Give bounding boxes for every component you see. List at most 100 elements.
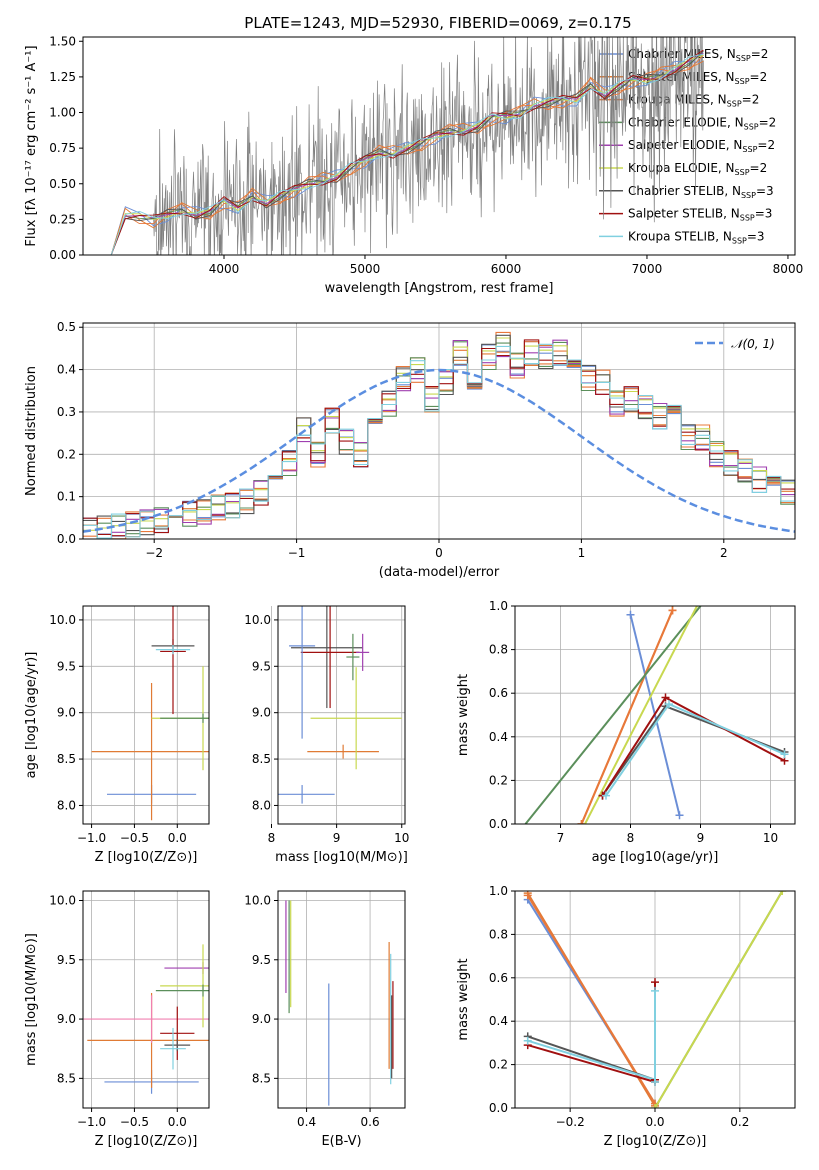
x-tick-label: −1.0 [77, 1115, 106, 1129]
legend-entry: Salpeter ELODIE, NSSP=2 [628, 138, 775, 154]
y-tick-label: 10.0 [49, 893, 76, 907]
y-tick-label: 0.6 [489, 971, 508, 985]
x-tick-label: 7000 [632, 262, 663, 276]
x-axis-label: age [log10(age/yr)] [592, 850, 719, 865]
legend-subscript: SSP [742, 145, 757, 154]
legend-subscript: SSP [744, 122, 759, 131]
y-axis-label: age [log10(age/yr)] [24, 652, 39, 779]
x-tick-label: 1 [578, 546, 586, 560]
legend-entry: Kroupa ELODIE, NSSP=2 [628, 161, 767, 177]
legend-tail: =2 [750, 70, 768, 84]
mass_vs_Z-axes: −1.0 −0.5 0.0 8.5 9.0 9.5 10.0 Z [log10(Z/Z⊙)] m… [24, 891, 209, 1149]
y-tick-label: 9.5 [57, 953, 76, 967]
y-tick-label: 1.0 [489, 599, 508, 613]
y-tick-label: 9.0 [252, 1012, 271, 1026]
plus-marker [577, 820, 586, 824]
y-tick-label: 10.0 [49, 613, 76, 627]
y-tick-label: 0.2 [489, 1058, 508, 1072]
legend-entry: Chabrier ELODIE, NSSP=2 [628, 115, 776, 131]
legend-tail: =2 [750, 161, 768, 175]
legend-text: Salpeter STELIB, N [628, 207, 740, 221]
legend-subscript: SSP [735, 168, 750, 177]
y-tick-label: 0.3 [57, 405, 76, 419]
y-tick-label: 0.0 [489, 1101, 508, 1115]
plus-marker [523, 891, 532, 900]
y-tick-label: 0.0 [489, 817, 508, 831]
weight_vs_Z-frame [514, 890, 796, 1109]
y-tick-label: 0.8 [489, 927, 508, 941]
legend-tail: =2 [742, 93, 760, 107]
mass_vs_ebv-points [285, 900, 394, 1106]
legend-subscript: SSP [740, 214, 755, 223]
y-tick-label: 9.0 [57, 706, 76, 720]
weight-line-chabrier-elodie [524, 606, 702, 824]
plus-marker [602, 791, 610, 800]
x-axis-label: mass [log10(M/M⊙)] [275, 850, 408, 865]
legend-subscript: SSP [727, 100, 742, 109]
x-tick-label: 2 [720, 546, 728, 560]
y-tick-label: 0.4 [57, 363, 76, 377]
weight_vs_age-axes: 7 8 9 10 0.0 0.2 0.4 0.6 0.8 1.0 age [log10(age/yr… [456, 599, 795, 865]
x-axis-label: Z [log10(Z/Z⊙)] [604, 1134, 707, 1149]
plus-marker [665, 700, 673, 709]
y-tick-label: 0.4 [489, 1014, 508, 1028]
x-axis-label: (data-model)/error [379, 565, 500, 580]
age_vs_mass-axes: 8 9 10 8.0 8.5 9.0 9.5 10.0 mass [log10(M/M⊙)] [244, 606, 409, 865]
x-tick-label: 0.4 [297, 1115, 316, 1129]
x-tick-label: −0.2 [556, 1115, 585, 1129]
y-tick-label: 1.25 [49, 70, 76, 84]
x-tick-label: 0.6 [361, 1115, 380, 1129]
y-tick-label: 8.5 [57, 752, 76, 766]
weight-line-salpeter-stelib [527, 1044, 656, 1083]
observed-spectrum [110, 37, 704, 255]
plus-marker [651, 1077, 659, 1086]
weight_vs_age-series [524, 606, 789, 824]
y-tick-label: 0.2 [489, 773, 508, 787]
y-tick-label: 0.0 [57, 532, 76, 546]
y-axis-label: mass weight [456, 674, 471, 756]
spectrum-axes: 4000 5000 6000 7000 8000 0.00 0.25 0.50 0.75 1.00… [24, 34, 803, 296]
plus-marker [780, 750, 789, 759]
y-axis-label: mass [log10(M/M⊙)] [24, 933, 39, 1066]
legend-text: Chabrier STELIB, N [628, 184, 741, 198]
legend-tail: =2 [751, 47, 769, 61]
plus-marker [675, 811, 684, 820]
spectrum-frame [82, 36, 796, 256]
y-tick-label: 1.50 [49, 34, 76, 48]
weight_vs_Z-series [523, 891, 787, 1108]
panels: 4000 5000 6000 7000 80000.000.250.500.751.00… [24, 34, 803, 1149]
y-tick-label: 9.5 [252, 953, 271, 967]
y-tick-label: 8.0 [57, 798, 76, 812]
y-tick-label: 0.1 [57, 490, 76, 504]
x-tick-label: 6000 [491, 262, 522, 276]
model-kroupa-stelib-line [110, 53, 704, 255]
model-chabrier-stelib-line [110, 50, 704, 255]
mass_vs_Z-points [83, 944, 209, 1094]
legend-text: Chabrier ELODIE, N [628, 115, 744, 129]
legend-text: Kroupa MILES, N [628, 93, 727, 107]
legend-entry: Kroupa STELIB, NSSP=3 [628, 229, 765, 245]
age_vs_mass-points [278, 606, 402, 804]
weight-line-kroupa-miles [526, 894, 656, 1105]
y-tick-label: 8.5 [252, 1071, 271, 1085]
x-tick-label: 7 [557, 831, 565, 845]
y-tick-label: 10.0 [244, 893, 271, 907]
y-axis-label: mass weight [456, 958, 471, 1040]
model-salpeter-stelib-line [110, 49, 704, 255]
x-tick-label: 0.0 [168, 831, 187, 845]
mass_vs_Z-frame [82, 890, 210, 1109]
x-tick-label: 0.0 [645, 1115, 664, 1129]
y-axis-label: Flux [fλ 10⁻¹⁷ erg cm⁻² s⁻¹ A⁻¹] [24, 45, 39, 246]
legend-subscript: SSP [732, 236, 747, 245]
y-tick-label: 1.0 [489, 884, 508, 898]
x-tick-label: 0.2 [730, 1115, 749, 1129]
y-tick-label: 9.5 [57, 659, 76, 673]
y-tick-label: 8.5 [57, 1071, 76, 1085]
residuals-legend: 𝒩(0, 1) [695, 337, 775, 351]
x-tick-label: 9 [333, 831, 341, 845]
y-tick-label: 0.2 [57, 447, 76, 461]
x-tick-label: 8000 [773, 262, 804, 276]
y-tick-label: 10.0 [244, 613, 271, 627]
legend-tail: =2 [759, 115, 777, 129]
